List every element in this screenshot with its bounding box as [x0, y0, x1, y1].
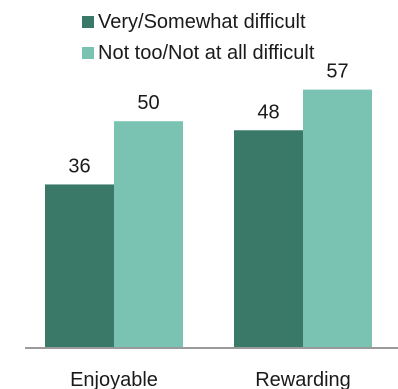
legend-swatch-very-somewhat-difficult	[82, 16, 94, 28]
legend-swatch-not-too-not-at-all-difficult	[82, 47, 94, 59]
bar-rewarding-not-too-not-at-all-difficult	[303, 89, 372, 347]
data-label-enjoyable-very-somewhat-difficult: 36	[68, 155, 90, 177]
data-label-rewarding-not-too-not-at-all-difficult: 57	[326, 61, 348, 83]
legend-label-very-somewhat-difficult: Very/Somewhat difficult	[98, 11, 306, 33]
legend-label-not-too-not-at-all-difficult: Not too/Not at all difficult	[98, 42, 315, 64]
x-tick-label-rewarding: Rewarding	[255, 369, 351, 389]
bar-rewarding-very-somewhat-difficult	[234, 130, 303, 347]
data-label-enjoyable-not-too-not-at-all-difficult: 50	[137, 92, 159, 114]
legend-item-not-too-not-at-all-difficult: Not too/Not at all difficult	[82, 43, 314, 63]
bar-enjoyable-very-somewhat-difficult	[45, 184, 114, 347]
data-label-rewarding-very-somewhat-difficult: 48	[257, 101, 279, 123]
x-tick-label-enjoyable: Enjoyable	[70, 369, 158, 389]
legend-item-very-somewhat-difficult: Very/Somewhat difficult	[82, 12, 306, 32]
bar-enjoyable-not-too-not-at-all-difficult	[114, 121, 183, 347]
